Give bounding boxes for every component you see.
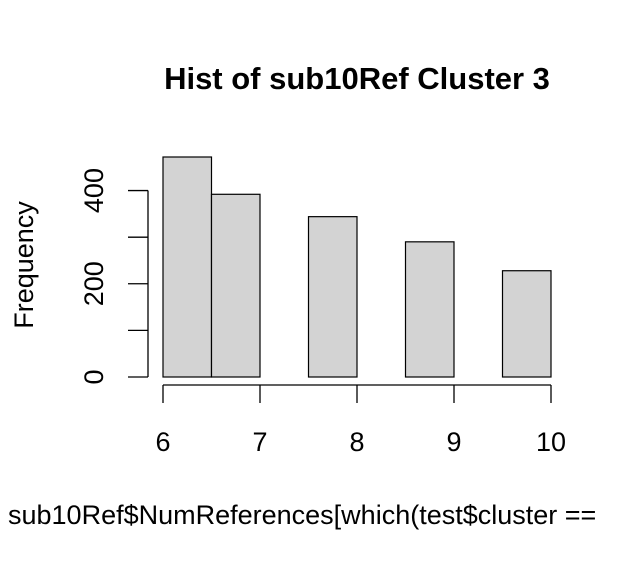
- histogram-bar: [501, 270, 552, 378]
- histogram-bar: [404, 241, 455, 378]
- x-tick-label: 7: [252, 427, 267, 457]
- x-tick-label: 10: [536, 427, 566, 457]
- x-tick-label: 6: [155, 427, 170, 457]
- histogram-bar: [210, 193, 261, 378]
- histogram-bar: [162, 156, 213, 378]
- x-axis-label: sub10Ref$NumReferences[which(test$cluste…: [8, 500, 596, 530]
- y-axis-label: Frequency: [9, 201, 39, 329]
- x-axis: 6 7 8 9 10: [155, 384, 566, 457]
- y-axis: 0 200 400: [79, 168, 149, 385]
- x-tick-label: 9: [446, 427, 461, 457]
- y-tick-label: 200: [79, 261, 109, 306]
- y-tick-label: 400: [79, 168, 109, 213]
- histogram-bar: [307, 216, 358, 378]
- chart-title: Hist of sub10Ref Cluster 3: [164, 61, 550, 96]
- x-tick-label: 8: [349, 427, 364, 457]
- y-tick-label: 0: [79, 369, 109, 384]
- bars-group: [162, 156, 552, 378]
